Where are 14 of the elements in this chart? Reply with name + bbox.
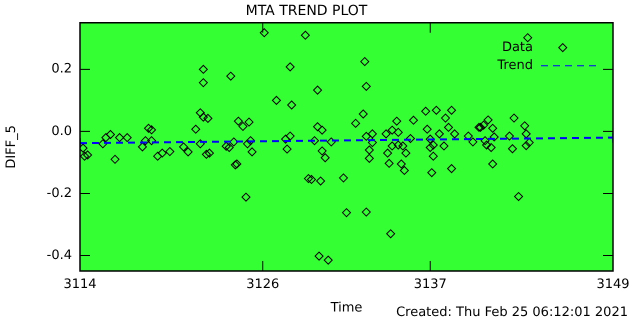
legend-label: Trend (496, 58, 533, 74)
text: Created: Thu Feb 25 06:12:01 2021 (396, 304, 628, 320)
y-tick-label: 0.2 (51, 62, 72, 77)
y-axis-title: DIFF_5 (4, 125, 20, 169)
x-tick-label: 3137 (414, 277, 447, 292)
y-tick-label: 0.0 (51, 124, 72, 139)
x-tick-label: 3126 (246, 277, 280, 292)
x-tick-label: 3149 (596, 277, 630, 292)
series-label: Data (502, 40, 533, 56)
chart-title: MTA TREND PLOT (246, 3, 368, 20)
y-tick-label: -0.4 (46, 248, 72, 263)
y-tick-label: -0.2 (46, 186, 72, 201)
x-axis-title: Time (330, 300, 362, 316)
x-tick-label: 3114 (63, 277, 97, 292)
